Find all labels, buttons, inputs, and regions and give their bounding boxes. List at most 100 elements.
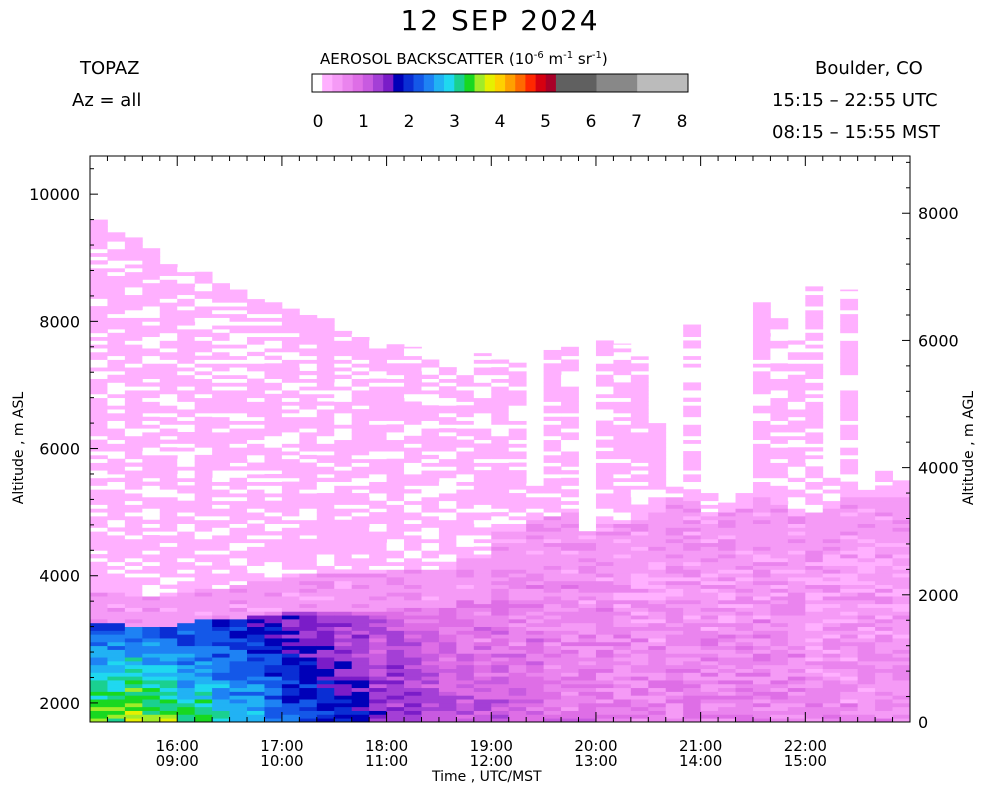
heatmap-cell (683, 435, 702, 441)
heatmap-cell (421, 390, 440, 395)
heatmap-cell (840, 355, 859, 360)
heatmap-cell (735, 630, 754, 635)
heatmap-cell (386, 710, 405, 715)
heatmap-cell (805, 577, 824, 582)
heatmap-cell (892, 588, 911, 593)
heatmap-cell (875, 496, 893, 502)
heatmap-cell (90, 714, 108, 719)
heatmap-cell (142, 294, 161, 299)
heatmap-cell (491, 557, 510, 563)
heatmap-cell (421, 718, 440, 723)
heatmap-cell (212, 634, 230, 639)
heatmap-cell (438, 599, 457, 605)
heatmap-cell (543, 569, 562, 574)
heatmap-cell (508, 710, 527, 715)
heatmap-cell (334, 535, 353, 540)
heatmap-cell (561, 447, 579, 452)
heatmap-cell (595, 454, 614, 460)
heatmap-cell (840, 367, 859, 372)
heatmap-cell (700, 702, 719, 708)
heatmap-cell (438, 374, 457, 379)
heatmap-cell (351, 340, 370, 345)
heatmap-cell (386, 489, 405, 494)
heatmap-cell (386, 443, 405, 448)
heatmap-cell (840, 397, 859, 402)
heatmap-cell (508, 599, 527, 605)
heatmap-cell (595, 466, 614, 471)
heatmap-cell (543, 577, 562, 582)
heatmap-cell (421, 531, 440, 536)
heatmap-cell (665, 596, 684, 601)
heatmap-cell (107, 496, 126, 502)
heatmap-cell (316, 481, 335, 486)
heatmap-cell (752, 672, 771, 677)
heatmap-cell (124, 561, 143, 566)
heatmap-cell (473, 714, 492, 719)
heatmap-cell (822, 695, 841, 700)
heatmap-cell (735, 618, 754, 624)
heatmap-cell (840, 504, 859, 509)
heatmap-cell (299, 596, 318, 601)
heatmap-cell (787, 409, 806, 414)
heatmap-cell (421, 603, 440, 608)
heatmap-cell (787, 657, 806, 662)
heatmap-cell (124, 313, 143, 318)
heatmap-cell (508, 454, 527, 460)
heatmap-cell (107, 672, 126, 677)
heatmap-cell (212, 294, 230, 299)
heatmap-cell (107, 309, 126, 315)
heatmap-cell (473, 447, 492, 452)
heatmap-cell (107, 622, 126, 628)
heatmap-cell (840, 435, 859, 441)
heatmap-cell (142, 393, 161, 399)
heatmap-cell (805, 599, 824, 605)
heatmap-cell (456, 535, 475, 540)
heatmap-cell (281, 592, 300, 597)
heatmap-cell (648, 454, 667, 460)
heatmap-cell (159, 363, 178, 368)
heatmap-cell (508, 405, 527, 410)
heatmap-cell (369, 634, 387, 639)
heatmap-cell (194, 493, 213, 498)
heatmap-cell (735, 550, 754, 555)
heatmap-cell (752, 454, 771, 460)
heatmap-cell (142, 607, 161, 612)
heatmap-cell (159, 615, 178, 620)
heatmap-cell (613, 447, 632, 452)
heatmap-cell (805, 687, 824, 692)
heatmap-cell (351, 443, 370, 448)
heatmap-cell (404, 573, 422, 578)
heatmap-cell (421, 409, 440, 414)
heatmap-cell (665, 702, 684, 708)
heatmap-cell (735, 546, 754, 551)
heatmap-cell (177, 512, 196, 517)
heatmap-cell (316, 714, 335, 719)
heatmap-cell (107, 363, 126, 368)
heatmap-cell (875, 695, 893, 700)
heatmap-cell (142, 264, 161, 269)
heatmap-cell (595, 363, 614, 368)
heatmap-cell (665, 557, 684, 563)
heatmap-cell (299, 611, 318, 616)
heatmap-cell (351, 565, 370, 570)
heatmap-cell (700, 687, 719, 692)
heatmap-cell (107, 710, 126, 715)
heatmap-cell (107, 626, 126, 631)
heatmap-cell (438, 481, 457, 486)
heatmap-cell (386, 638, 405, 643)
heatmap-cell (822, 565, 841, 570)
heatmap-cell (630, 527, 649, 532)
heatmap-cell (595, 641, 614, 647)
heatmap-cell (159, 306, 178, 311)
colorbar-swatch (342, 74, 353, 92)
heatmap-cell (543, 664, 562, 669)
heatmap-cell (857, 706, 876, 711)
heatmap-cell (229, 466, 248, 471)
heatmap-cell (142, 432, 161, 437)
heatmap-cell (561, 626, 579, 631)
heatmap-cell (421, 535, 440, 540)
heatmap-cell (194, 668, 213, 673)
heatmap-cell (334, 577, 353, 582)
heatmap-cell (264, 382, 283, 387)
